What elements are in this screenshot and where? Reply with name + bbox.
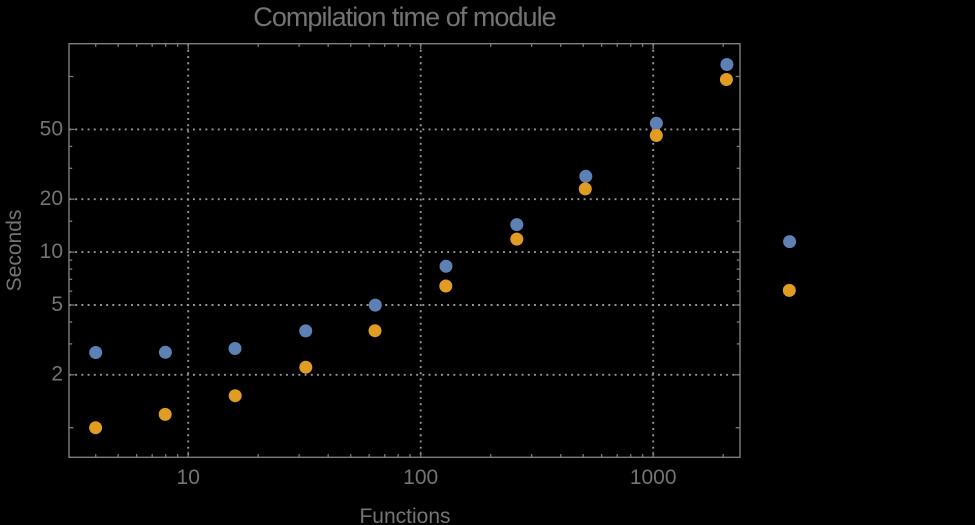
svg-text:50: 50 <box>40 117 63 140</box>
svg-text:Functions: Functions <box>359 505 450 525</box>
svg-text:1000: 1000 <box>630 466 677 489</box>
svg-text:100: 100 <box>403 466 438 489</box>
svg-text:10: 10 <box>177 466 200 489</box>
svg-text:10: 10 <box>40 240 63 263</box>
svg-text:5: 5 <box>51 293 63 316</box>
svg-text:2: 2 <box>51 363 63 386</box>
svg-text:Seconds: Seconds <box>3 210 26 292</box>
svg-text:20: 20 <box>40 187 63 210</box>
svg-text:Compilation time of module: Compilation time of module <box>253 2 555 32</box>
